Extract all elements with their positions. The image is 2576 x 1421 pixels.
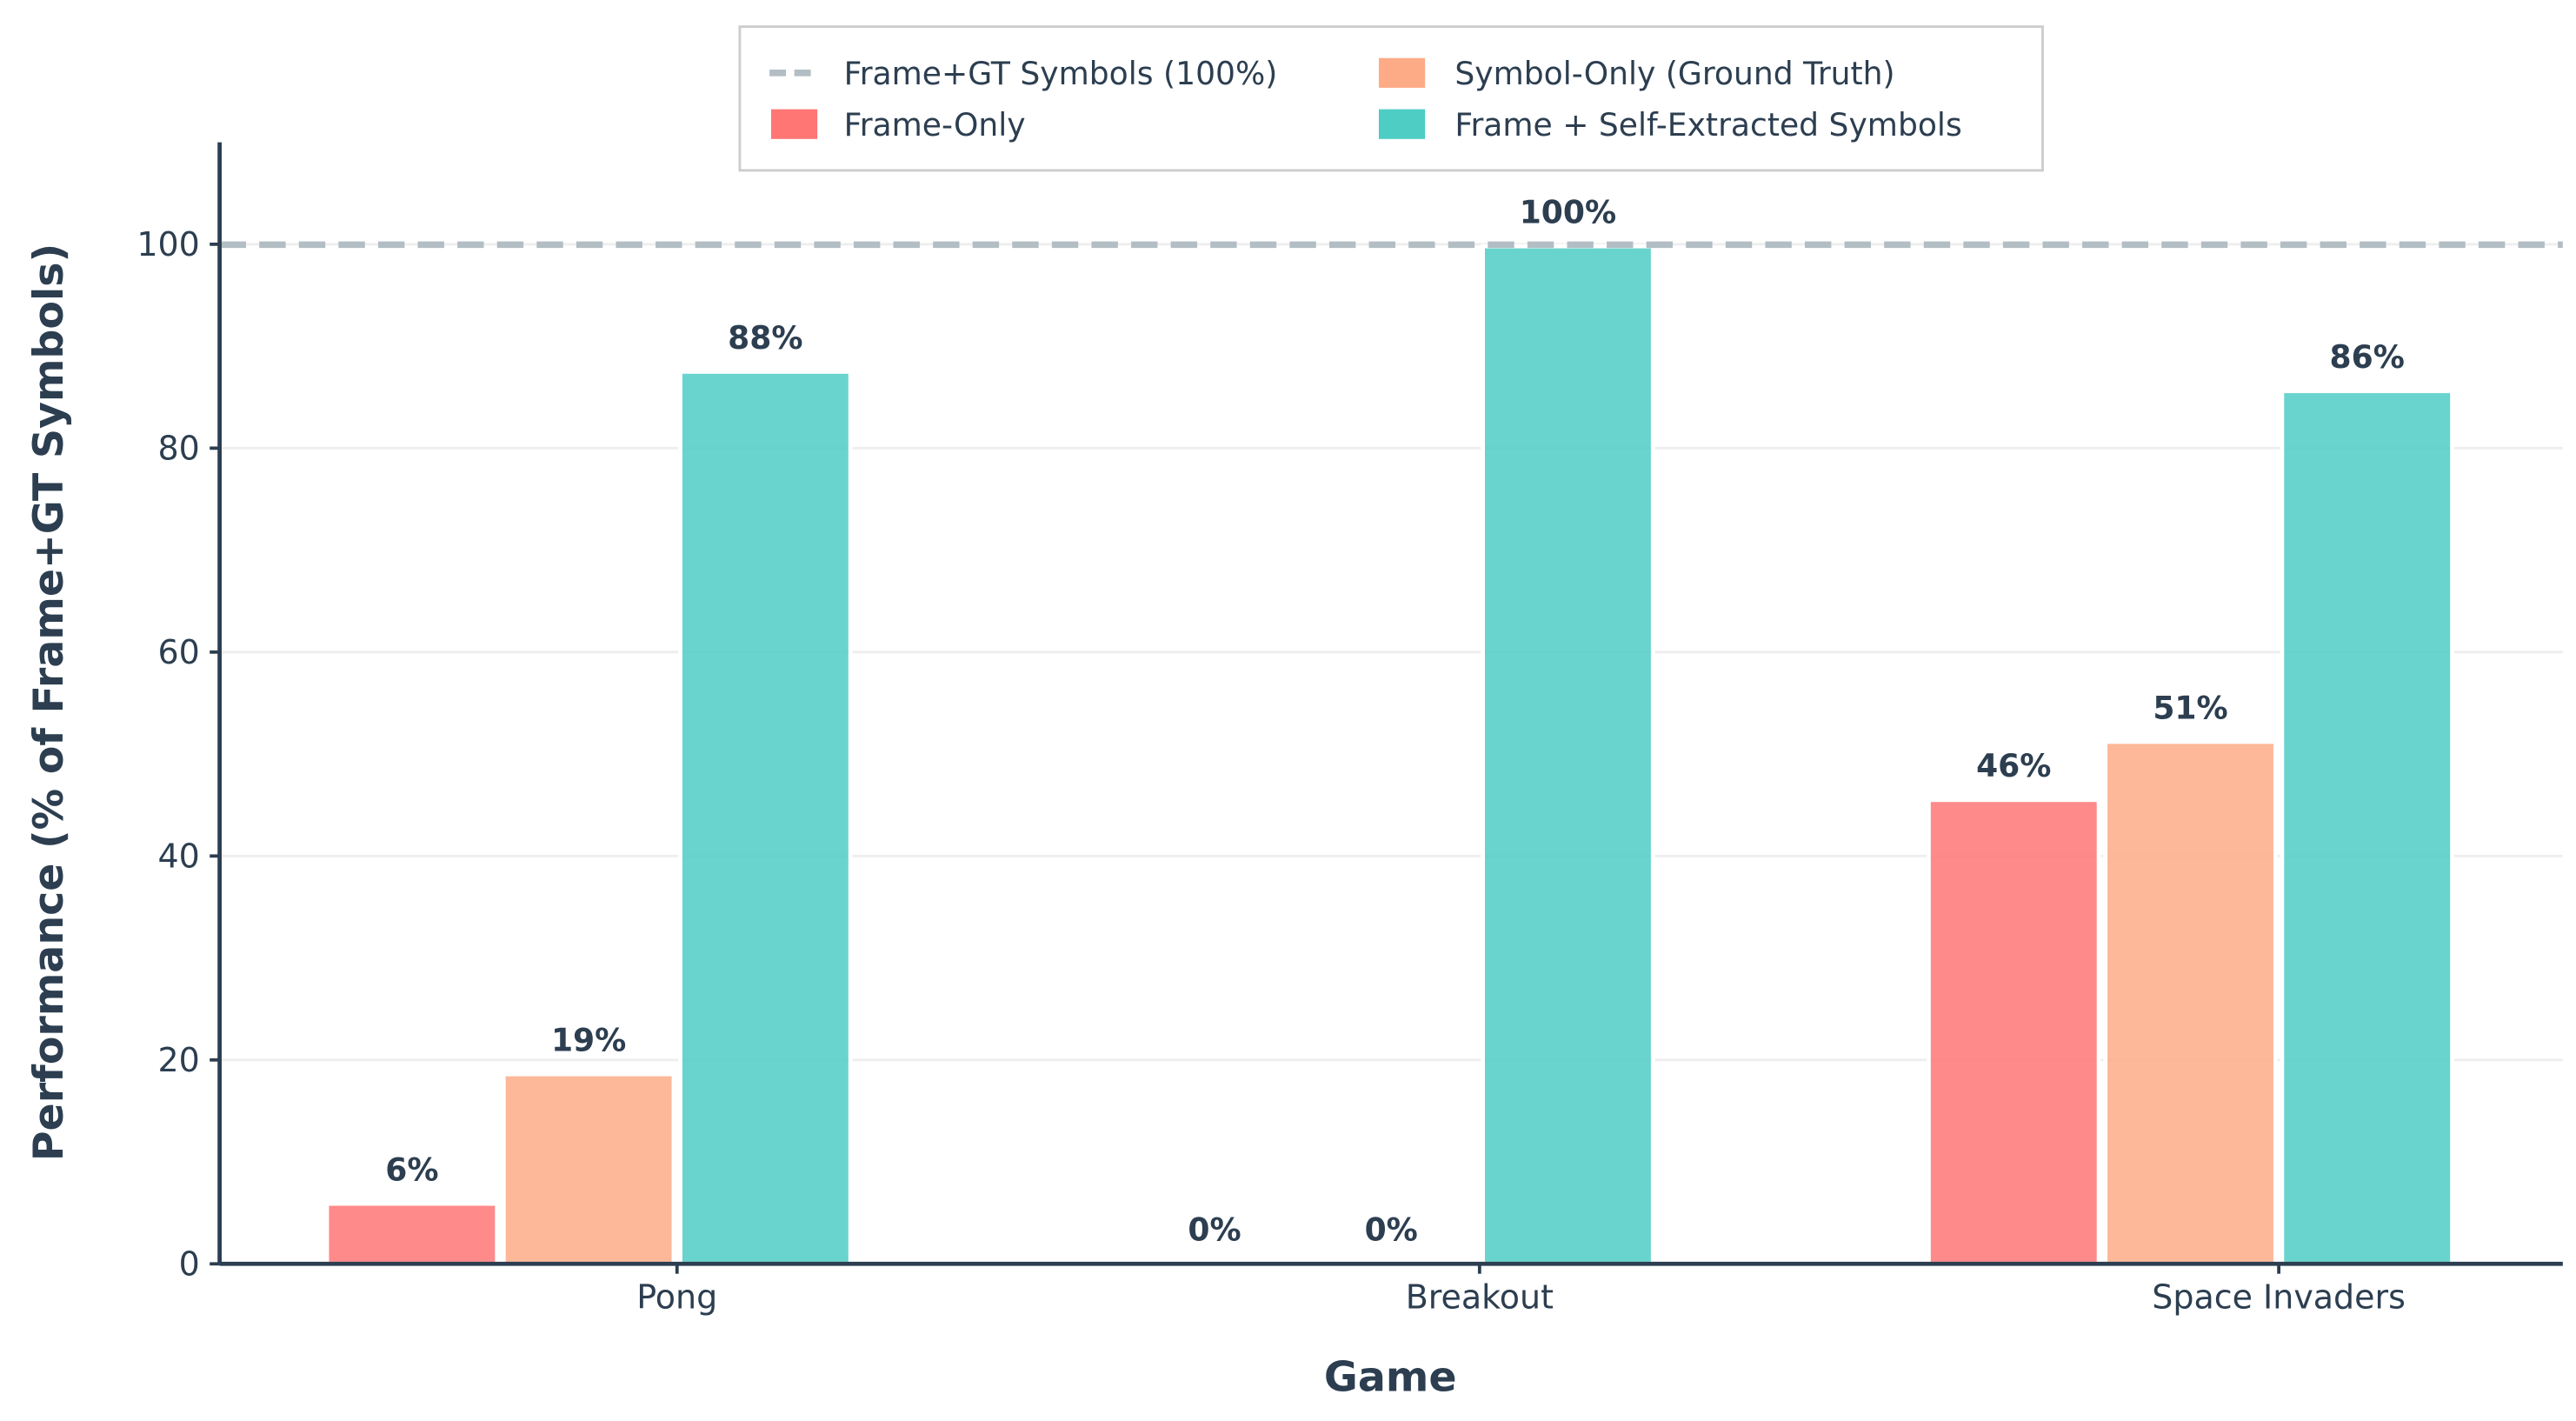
y-tick-label: 100 (136, 225, 199, 264)
y-tick-label: 60 (157, 633, 199, 671)
y-axis-label: Performance (% of Frame+GT Symbols) (25, 244, 73, 1161)
data-label: 19% (551, 1023, 626, 1059)
bars: 6% 0% 46% 19% 0% 51% 88% 100% 86% (324, 195, 2454, 1267)
data-label: 100% (1520, 195, 1616, 231)
bar-space-invaders-series-1 (2103, 739, 2278, 1266)
bar-space-invaders-series-2 (2280, 389, 2454, 1266)
x-tick-label: Pong (636, 1278, 717, 1317)
data-label: 51% (2153, 690, 2227, 726)
x-axis-label: Game (1324, 1354, 1457, 1402)
y-ticks: 0 20 40 60 80 100 (136, 225, 220, 1284)
legend-swatch-symbol-only (1378, 57, 1426, 88)
bar-pong-series-2 (678, 370, 853, 1266)
bar-pong-series-0 (324, 1201, 500, 1266)
y-tick-label: 0 (179, 1245, 200, 1284)
bar-pong-series-1 (501, 1071, 676, 1266)
x-tick-label: Breakout (1406, 1278, 1554, 1317)
bar-breakout-series-2 (1481, 244, 1655, 1266)
legend-label-self-extracted: Frame + Self-Extracted Symbols (1454, 107, 1961, 143)
legend-label-symbol-only: Symbol-Only (Ground Truth) (1454, 56, 1894, 92)
data-label: 0% (1188, 1212, 1241, 1249)
x-ticks: Pong Breakout Space Invaders (636, 1264, 2406, 1317)
legend-label-frame-only: Frame-Only (844, 107, 1026, 143)
legend-label-reference: Frame+GT Symbols (100%) (844, 56, 1278, 92)
data-label: 0% (1365, 1212, 1418, 1249)
y-tick-label: 40 (157, 837, 199, 876)
data-label: 86% (2330, 339, 2405, 376)
y-tick-label: 80 (157, 430, 199, 468)
legend-swatch-self-extracted (1378, 109, 1426, 139)
x-tick-label: Space Invaders (2152, 1278, 2406, 1317)
bar-space-invaders-series-0 (1927, 797, 2101, 1266)
legend: Frame+GT Symbols (100%) Frame-Only Symbo… (738, 25, 2044, 172)
data-label: 88% (728, 320, 802, 357)
data-label: 6% (385, 1152, 438, 1189)
legend-swatch-frame-only (771, 109, 818, 139)
data-label: 46% (1976, 748, 2051, 784)
y-tick-label: 20 (157, 1041, 199, 1079)
